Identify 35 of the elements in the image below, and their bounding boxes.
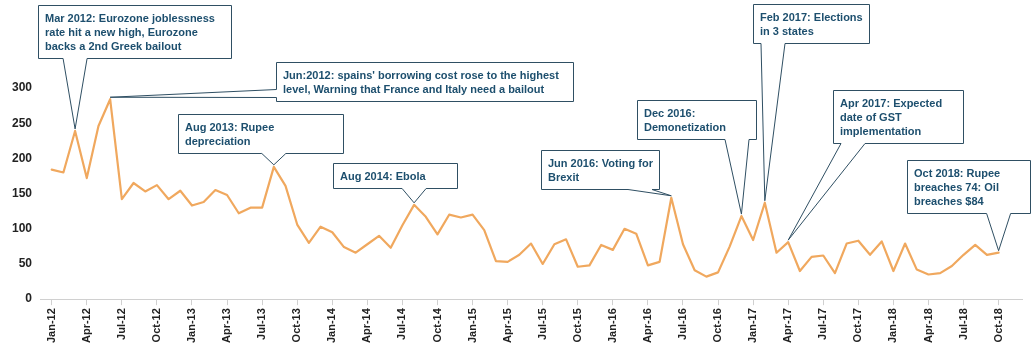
x-tick-label: Jul-12: [114, 308, 127, 340]
y-tick-label: 50: [18, 256, 33, 271]
x-tick-label: Jan-18: [886, 308, 899, 344]
x-tick-label: Jan-17: [746, 308, 759, 344]
x-tick-label: Apr-15: [500, 308, 513, 343]
x-tick-label: Apr-18: [921, 308, 934, 343]
x-tick-label: Jul-15: [535, 308, 548, 340]
x-tick-label: Apr-13: [220, 308, 233, 343]
x-tick-label: Oct-12: [149, 308, 162, 343]
y-tick-label: 250: [11, 115, 33, 130]
x-tick-label: Oct-16: [711, 308, 724, 343]
x-tick-label: Apr-17: [781, 308, 794, 343]
x-tick-label: Oct-18: [991, 308, 1004, 343]
y-tick-label: 0: [25, 291, 33, 306]
x-tick-label: Jan-14: [325, 307, 338, 344]
x-tick-label: Oct-15: [570, 308, 583, 343]
x-tick-label: Jul-13: [255, 308, 268, 340]
y-tick-label: 100: [11, 221, 33, 236]
y-tick-label: 150: [11, 185, 33, 200]
x-tick-label: Oct-17: [851, 308, 864, 343]
y-tick-label: 300: [11, 80, 33, 95]
x-tick-label: Jan-12: [44, 308, 57, 344]
x-tick-label: Jan-15: [465, 308, 478, 344]
x-tick-label: Oct-13: [290, 308, 303, 343]
y-tick-label: 200: [11, 150, 33, 165]
x-tick-label: Jul-18: [956, 308, 969, 340]
x-tick-label: Jul-16: [676, 308, 689, 340]
x-tick-label: Oct-14: [430, 307, 443, 343]
x-tick-label: Apr-16: [640, 308, 653, 343]
x-tick-label: Apr-12: [79, 308, 92, 343]
x-tick-label: Apr-14: [360, 307, 373, 343]
x-tick-label: Jul-14: [395, 307, 408, 340]
x-tick-label: Jan-13: [185, 308, 198, 344]
x-tick-label: Jan-16: [605, 308, 618, 344]
x-tick-label: Jul-17: [816, 308, 829, 340]
